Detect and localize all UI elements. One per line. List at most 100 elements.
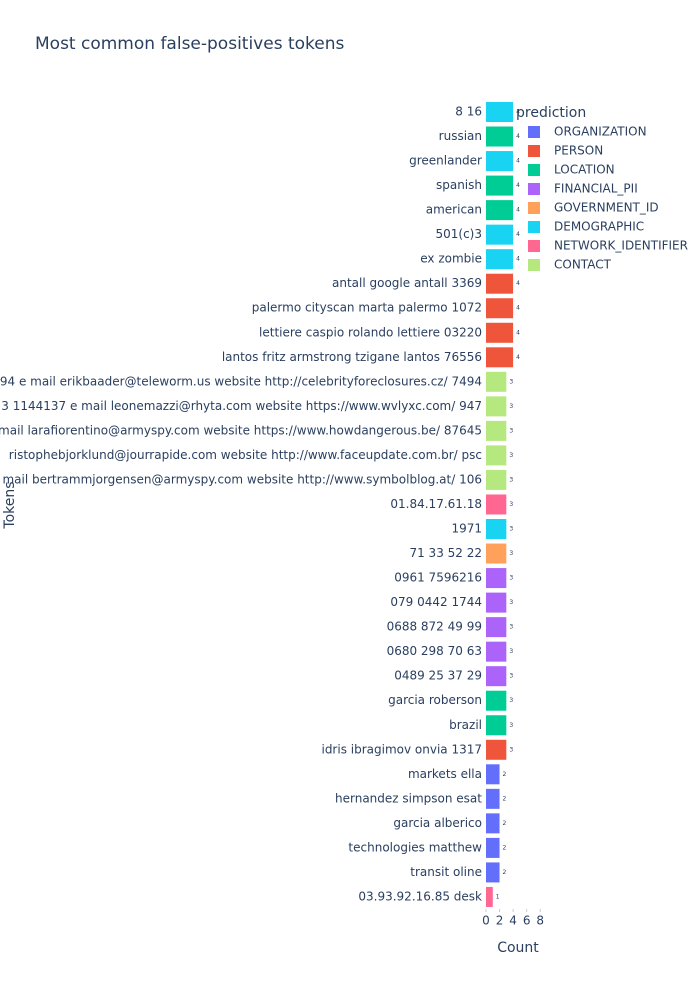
y-tick-label: spanish	[436, 178, 482, 192]
y-tick-label: lettiere caspio rolando lettiere 03220	[259, 325, 482, 339]
bar	[486, 298, 514, 319]
y-tick-label: russian	[439, 129, 482, 143]
legend-swatch	[528, 221, 540, 233]
bar	[486, 273, 514, 294]
y-tick-label: 94 e mail erikbaader@teleworm.us website…	[0, 374, 482, 388]
value-label: 3	[509, 673, 513, 680]
legend-title: prediction	[516, 105, 586, 121]
bar	[486, 739, 507, 760]
value-label: 4	[516, 182, 520, 189]
value-label: 3	[509, 378, 513, 385]
value-label: 4	[516, 133, 520, 140]
value-label: 3	[509, 599, 513, 606]
y-tick-label: mail bertrammjorgensen@armyspy.com websi…	[2, 472, 482, 486]
bar	[486, 543, 507, 564]
y-tick-label: palermo cityscan marta palermo 1072	[252, 301, 482, 315]
legend-swatch	[528, 145, 540, 157]
legend-swatch	[528, 202, 540, 214]
y-tick-label: technologies matthew	[348, 840, 482, 854]
value-label: 3	[509, 575, 513, 582]
legend-label: CONTACT	[554, 258, 612, 272]
y-tick-label: antall google antall 3369	[332, 276, 482, 290]
x-tick-label: 2	[496, 914, 504, 928]
y-tick-label: 1971	[451, 522, 482, 536]
value-label: 2	[503, 771, 507, 778]
x-tick-label: 8	[536, 914, 544, 928]
y-tick-label: greenlander	[409, 154, 482, 168]
legend-label: LOCATION	[554, 163, 615, 177]
x-tick-label: 0	[482, 914, 490, 928]
bar	[486, 469, 507, 490]
value-label: 3	[509, 476, 513, 483]
y-tick-label: 0961 7596216	[394, 571, 482, 585]
x-tick-label: 4	[509, 914, 517, 928]
value-label: 4	[516, 354, 520, 361]
bar	[486, 445, 507, 466]
bar	[486, 371, 507, 392]
bar	[486, 813, 500, 834]
value-label: 3	[509, 452, 513, 459]
y-tick-label: transit oline	[410, 865, 482, 879]
value-label: 2	[503, 869, 507, 876]
legend-swatch	[528, 183, 540, 195]
y-tick-label: 03.93.92.16.85 desk	[358, 889, 482, 903]
y-tick-label: idris ibragimov onvia 1317	[321, 742, 482, 756]
value-label: 3	[509, 624, 513, 631]
value-label: 4	[516, 280, 520, 287]
y-tick-label: hernandez simpson esat	[335, 791, 482, 805]
bar	[486, 837, 500, 858]
bar	[486, 519, 507, 540]
bar	[486, 151, 514, 172]
legend-label: NETWORK_IDENTIFIER	[554, 239, 688, 253]
y-tick-label: 71 33 52 22	[409, 546, 482, 560]
bar	[486, 420, 507, 441]
value-label: 4	[516, 207, 520, 214]
bar	[486, 175, 514, 196]
y-tick-label: 01.84.17.61.18	[390, 497, 482, 511]
y-tick-label: ex zombie	[420, 252, 482, 266]
y-tick-label: brazil	[449, 718, 482, 732]
value-label: 3	[509, 403, 513, 410]
value-label: 3	[509, 526, 513, 533]
bar	[486, 715, 507, 736]
value-label: 4	[516, 158, 520, 165]
y-tick-label: lantos fritz armstrong tzigane lantos 76…	[222, 350, 482, 364]
value-label: 3	[509, 722, 513, 729]
bar	[486, 641, 507, 662]
bar	[486, 617, 507, 638]
legend-swatch	[528, 240, 540, 252]
bar	[486, 249, 514, 270]
value-label: 1	[496, 893, 500, 900]
bar	[486, 102, 514, 122]
y-tick-label: 0489 25 37 29	[394, 669, 482, 683]
y-tick-label: markets ella	[408, 767, 482, 781]
legend-label: FINANCIAL_PII	[554, 182, 638, 196]
value-label: 3	[509, 550, 513, 557]
bar	[486, 126, 514, 147]
x-axis-title: Count	[497, 940, 539, 956]
legend-label: ORGANIZATION	[554, 125, 647, 139]
value-label: 4	[516, 305, 520, 312]
legend-swatch	[528, 164, 540, 176]
y-tick-label: garcia alberico	[393, 816, 482, 830]
y-tick-label: 0688 872 49 99	[387, 620, 482, 634]
value-label: 3	[509, 427, 513, 434]
y-tick-label: american	[426, 203, 482, 217]
value-label: 4	[516, 256, 520, 263]
legend-swatch	[528, 126, 540, 138]
value-label: 4	[516, 329, 520, 336]
x-tick-label: 6	[523, 914, 531, 928]
value-label: 3	[509, 746, 513, 753]
y-tick-label: 079 0442 1744	[390, 595, 482, 609]
bar	[486, 690, 507, 711]
bar	[486, 322, 514, 343]
bar	[486, 494, 507, 515]
bar	[486, 396, 507, 417]
y-axis-title: Tokens	[2, 481, 18, 529]
bar	[486, 592, 507, 613]
value-label: 3	[509, 697, 513, 704]
legend-label: GOVERNMENT_ID	[554, 201, 659, 215]
bar	[486, 568, 507, 589]
bar	[486, 666, 507, 687]
value-label: 4	[516, 109, 520, 116]
